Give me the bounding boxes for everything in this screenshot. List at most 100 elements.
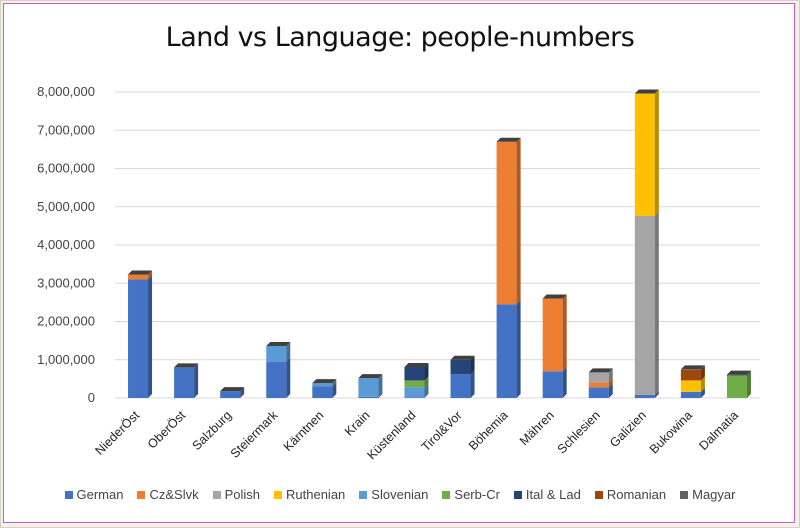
bar-top-cap bbox=[358, 374, 383, 379]
bar-top-cap bbox=[542, 294, 567, 299]
legend-label: Slovenian bbox=[371, 487, 429, 502]
bar-top-cap bbox=[312, 379, 337, 384]
chart-legend: German Cz&Slvk Polish Ruthenian Slovenian Ser… bbox=[0, 487, 800, 502]
y-tick-label: 1,000,000 bbox=[37, 352, 95, 367]
bar-top-cap bbox=[220, 387, 245, 392]
legend-item: Cz&Slvk bbox=[137, 487, 199, 502]
bar-segment bbox=[588, 382, 609, 388]
legend-item: German bbox=[64, 487, 124, 502]
x-category-label: OberÖst bbox=[145, 408, 189, 452]
legend-label: Polish bbox=[224, 487, 261, 502]
bar-segment bbox=[128, 274, 149, 280]
legend-label: Ruthenian bbox=[286, 487, 346, 502]
y-tick-label: 5,000,000 bbox=[37, 199, 95, 214]
x-category-label: Mähren bbox=[517, 408, 557, 448]
bar-segment-side bbox=[700, 365, 705, 370]
bar-segment-side bbox=[286, 357, 291, 398]
legend-item: Magyar bbox=[680, 487, 735, 502]
legend-label: Magyar bbox=[692, 487, 736, 502]
bar-segment bbox=[680, 369, 701, 381]
chart-frame bbox=[3, 3, 795, 523]
bar-segment bbox=[266, 345, 287, 362]
bar-segment bbox=[726, 375, 747, 398]
bar-segment bbox=[450, 359, 471, 375]
bar-segment-side bbox=[700, 365, 705, 381]
bar-segment-side bbox=[424, 383, 429, 398]
bar-segment-side bbox=[516, 137, 521, 305]
bar-top-cap bbox=[680, 365, 705, 370]
legend-label: Cz&Slvk bbox=[149, 487, 199, 502]
bar-segment-side bbox=[240, 387, 245, 398]
bar-top-cap bbox=[634, 89, 659, 94]
bar-segment-side bbox=[562, 367, 567, 398]
bar-top-cap bbox=[450, 355, 475, 360]
y-tick-label: 2,000,000 bbox=[37, 314, 95, 329]
bar-segment bbox=[174, 367, 195, 398]
bar-segment bbox=[680, 391, 701, 398]
bar-segment bbox=[220, 391, 241, 398]
legend-label: German bbox=[76, 487, 124, 502]
bar-segment bbox=[450, 374, 471, 398]
bar-segment bbox=[404, 367, 425, 381]
x-category-label: Salzburg bbox=[190, 408, 235, 453]
bar-segment-side bbox=[700, 387, 705, 398]
y-tick-label: 3,000,000 bbox=[37, 275, 95, 290]
bar-segment bbox=[634, 394, 655, 398]
bar-top-cap bbox=[726, 370, 751, 375]
bar-top-cap bbox=[266, 341, 291, 346]
x-category-label: NiederÖst bbox=[92, 408, 142, 458]
bar-segment bbox=[680, 380, 701, 392]
bar-segment-side bbox=[470, 355, 475, 375]
bar-segment bbox=[634, 93, 655, 216]
bar-segment-side bbox=[654, 89, 659, 216]
x-category-label: Dalmatia bbox=[696, 408, 741, 453]
bar-segment-side bbox=[378, 392, 383, 398]
bar-top-cap bbox=[404, 363, 429, 368]
bar-segment-side bbox=[654, 390, 659, 398]
bar-segment-side bbox=[608, 383, 613, 398]
x-category-label: Schlesien bbox=[555, 408, 603, 456]
x-category-label: Bukowina bbox=[647, 408, 695, 456]
bar-segment bbox=[312, 386, 333, 398]
bar-segment-side bbox=[148, 270, 153, 280]
bar-segment-side bbox=[746, 371, 751, 398]
bar-segment-side bbox=[746, 370, 751, 376]
bar-segment bbox=[588, 387, 609, 398]
bar-segment bbox=[496, 141, 517, 305]
chart-title: Land vs Language: people-numbers bbox=[165, 22, 635, 53]
bar-segment-side bbox=[608, 368, 613, 383]
x-category-label: Tirol&Vor bbox=[419, 408, 465, 454]
legend-swatch bbox=[274, 490, 283, 499]
legend-item: Ital & Lad bbox=[513, 487, 581, 502]
legend-swatch bbox=[442, 490, 451, 499]
bar-segment-side bbox=[378, 374, 383, 397]
bar-segment-side bbox=[562, 294, 567, 372]
bar-segment bbox=[404, 387, 425, 398]
x-category-label: Krain bbox=[342, 408, 373, 439]
legend-swatch bbox=[359, 490, 368, 499]
bar-segment bbox=[128, 279, 149, 398]
bar-segment bbox=[358, 396, 379, 398]
bar-segment-side bbox=[470, 370, 475, 398]
x-category-label: Galizien bbox=[607, 408, 649, 450]
bar-segment-side bbox=[700, 376, 705, 392]
bar-segment bbox=[358, 378, 379, 397]
x-category-label: Steiermark bbox=[228, 408, 281, 461]
legend-label: Romanian bbox=[606, 487, 667, 502]
bar-top-cap bbox=[174, 363, 199, 368]
legend-swatch bbox=[137, 490, 146, 499]
legend-item: Slovenian bbox=[359, 487, 428, 502]
legend-item: Ruthenian bbox=[274, 487, 345, 502]
y-tick-label: 7,000,000 bbox=[37, 122, 95, 137]
x-category-label: Böhemia bbox=[466, 408, 511, 453]
legend-item: Romanian bbox=[594, 487, 667, 502]
bar-segment-side bbox=[654, 211, 659, 395]
bar-segment bbox=[588, 372, 609, 383]
y-tick-label: 8,000,000 bbox=[37, 84, 95, 99]
bar-top-cap bbox=[128, 270, 153, 275]
bar-segment bbox=[726, 374, 747, 376]
bar-segment-side bbox=[516, 300, 521, 398]
bar-segment bbox=[266, 361, 287, 398]
legend-item: Polish bbox=[212, 487, 261, 502]
